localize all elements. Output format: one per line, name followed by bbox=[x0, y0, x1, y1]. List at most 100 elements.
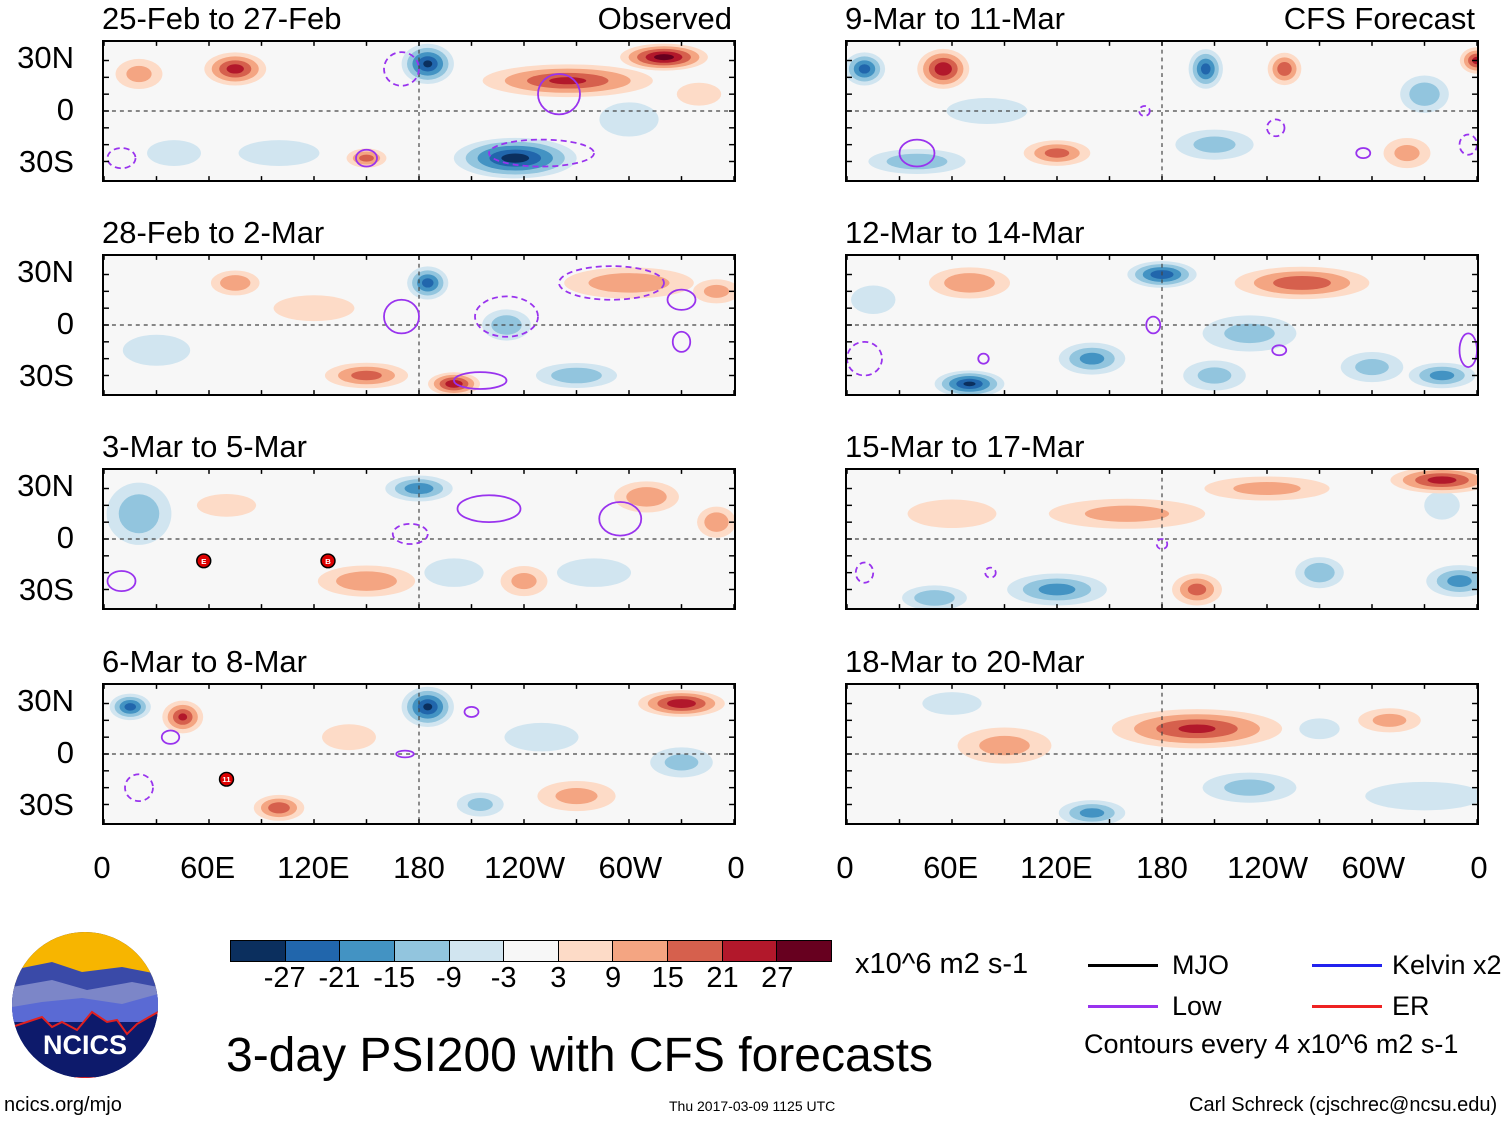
low-contour bbox=[383, 298, 420, 335]
positive-anomaly bbox=[626, 487, 667, 507]
map-panel: 11 bbox=[102, 683, 736, 825]
map-panel bbox=[845, 40, 1479, 182]
positive-anomaly bbox=[555, 787, 598, 805]
low-contour bbox=[395, 749, 415, 759]
low-contour bbox=[898, 138, 936, 168]
panel-title: 6-Mar to 8-Mar bbox=[102, 644, 307, 679]
negative-anomaly bbox=[1038, 583, 1076, 596]
low-contour bbox=[1155, 538, 1169, 550]
colorbar-tick-label: 21 bbox=[706, 962, 739, 994]
positive-anomaly bbox=[1044, 148, 1070, 158]
negative-anomaly bbox=[858, 64, 871, 74]
lon-tick-label: 60W bbox=[598, 850, 663, 885]
tropical-storm-icon: B bbox=[320, 553, 336, 569]
low-contour bbox=[558, 265, 665, 301]
positive-anomaly bbox=[273, 295, 355, 322]
positive-anomaly bbox=[588, 273, 670, 293]
legend-kelvin-line bbox=[1312, 964, 1382, 967]
low-contour bbox=[160, 729, 181, 745]
svg-text:B: B bbox=[325, 557, 331, 566]
positive-anomaly bbox=[322, 724, 376, 751]
negative-anomaly bbox=[556, 558, 632, 587]
panel-title: 18-Mar to 20-Mar bbox=[845, 644, 1085, 679]
colorbar-swatch bbox=[777, 941, 832, 961]
positive-anomaly bbox=[126, 65, 152, 83]
footer-url[interactable]: ncics.org/mjo bbox=[4, 1094, 122, 1116]
colorbar-swatch bbox=[722, 941, 778, 961]
footer-timestamp: Thu 2017-03-09 1125 UTC bbox=[669, 1098, 836, 1114]
colorbar-tick-label: -27 bbox=[263, 962, 306, 994]
low-contour bbox=[124, 773, 154, 802]
colorbar-swatch bbox=[449, 941, 505, 961]
legend-er-line bbox=[1312, 1005, 1382, 1008]
negative-anomaly bbox=[147, 140, 201, 167]
psi200-map: 11 bbox=[104, 685, 734, 823]
ncics-logo: NCICS bbox=[12, 932, 158, 1078]
psi200-map bbox=[847, 685, 1477, 823]
positive-anomaly bbox=[226, 64, 244, 74]
lon-tick-label: 60W bbox=[1341, 850, 1406, 885]
colorbar-tick-label: 27 bbox=[761, 962, 794, 994]
low-contour bbox=[1138, 105, 1151, 117]
panel-title: 15-Mar to 17-Mar bbox=[845, 429, 1085, 464]
lat-tick-label: 0 bbox=[56, 520, 74, 555]
low-contour bbox=[456, 494, 522, 524]
svg-text:E: E bbox=[201, 557, 206, 566]
legend-low-line bbox=[1088, 1005, 1158, 1008]
positive-anomaly bbox=[676, 82, 722, 106]
colorbar-tick-label: 9 bbox=[605, 962, 622, 994]
negative-anomaly bbox=[851, 285, 896, 314]
low-contour bbox=[1458, 133, 1477, 156]
psi200-map bbox=[847, 256, 1477, 394]
negative-anomaly bbox=[1304, 562, 1335, 583]
colorbar-tick-label: 15 bbox=[651, 962, 684, 994]
positive-anomaly bbox=[178, 713, 188, 721]
positive-anomaly bbox=[667, 699, 696, 708]
positive-anomaly bbox=[549, 77, 587, 85]
lon-tick-label: 120W bbox=[484, 850, 566, 885]
positive-anomaly bbox=[654, 54, 674, 61]
negative-anomaly bbox=[1299, 718, 1340, 740]
low-contour bbox=[1145, 315, 1162, 335]
positive-anomaly bbox=[944, 273, 995, 293]
colorbar-swatch bbox=[558, 941, 614, 961]
negative-anomaly bbox=[1429, 370, 1455, 381]
colorbar bbox=[230, 940, 832, 962]
legend-kelvin-label: Kelvin x2 bbox=[1392, 950, 1502, 980]
low-contour bbox=[671, 330, 692, 353]
positive-anomaly bbox=[1427, 476, 1457, 484]
lat-tick-label: 30N bbox=[17, 254, 74, 290]
tropical-storm-icon: E bbox=[196, 553, 212, 569]
lat-tick-label: 30S bbox=[18, 357, 74, 393]
colorbar-swatch bbox=[231, 941, 286, 961]
negative-anomaly bbox=[1224, 323, 1275, 344]
low-contour bbox=[355, 148, 378, 168]
low-contour bbox=[106, 570, 137, 593]
colorbar-swatch bbox=[340, 941, 395, 961]
lon-tick-label: 0 bbox=[727, 850, 745, 885]
negative-anomaly bbox=[922, 692, 982, 715]
low-contour bbox=[453, 371, 508, 390]
lon-tick-label: 180 bbox=[1136, 850, 1188, 885]
negative-anomaly bbox=[467, 798, 493, 811]
negative-anomaly bbox=[914, 590, 955, 606]
positive-anomaly bbox=[907, 499, 997, 528]
negative-anomaly bbox=[1355, 358, 1389, 376]
colorbar-tick-label: -3 bbox=[490, 962, 517, 994]
low-contour bbox=[854, 561, 875, 584]
negative-anomaly bbox=[1079, 352, 1105, 365]
map-panel bbox=[102, 254, 736, 396]
low-contour bbox=[463, 706, 480, 718]
positive-anomaly bbox=[511, 572, 537, 590]
low-contour bbox=[977, 352, 990, 365]
colorbar-tick-label: 3 bbox=[550, 962, 567, 994]
negative-anomaly bbox=[424, 558, 484, 587]
negative-anomaly bbox=[1424, 491, 1460, 520]
lon-tick-label: 0 bbox=[93, 850, 111, 885]
positive-anomaly bbox=[1084, 505, 1170, 522]
svg-text:11: 11 bbox=[222, 775, 231, 784]
negative-anomaly bbox=[504, 722, 579, 752]
negative-anomaly bbox=[886, 153, 948, 170]
